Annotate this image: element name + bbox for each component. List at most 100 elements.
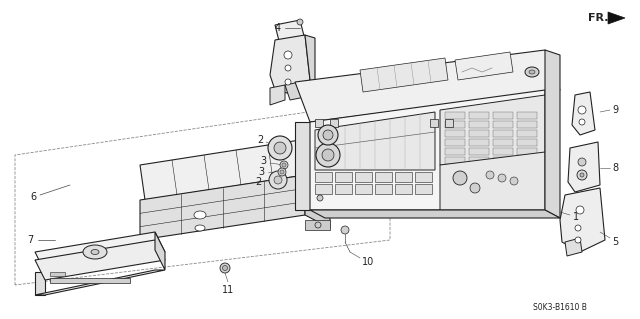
Ellipse shape [578,158,586,166]
Polygon shape [35,232,165,272]
Bar [375,184,392,194]
Polygon shape [565,238,582,256]
Bar [493,157,513,164]
Ellipse shape [578,106,586,114]
Ellipse shape [268,136,292,160]
Ellipse shape [510,177,518,185]
Bar [335,172,352,182]
Bar [335,184,352,194]
Text: S0K3-B1610 B: S0K3-B1610 B [533,303,587,313]
Ellipse shape [315,222,321,228]
Bar [517,157,537,164]
Ellipse shape [577,170,587,180]
Ellipse shape [285,79,291,85]
Ellipse shape [341,226,349,234]
Bar [517,121,537,128]
Ellipse shape [269,171,287,189]
Ellipse shape [223,265,227,271]
Text: 3: 3 [258,167,264,177]
Bar [493,121,513,128]
Ellipse shape [317,195,323,201]
Polygon shape [560,188,605,252]
Ellipse shape [274,176,282,184]
Bar [445,148,465,155]
Bar [430,119,438,127]
Bar [315,172,332,182]
Bar [445,119,453,127]
Bar [469,148,489,155]
Ellipse shape [529,70,535,74]
Text: 6: 6 [30,192,36,202]
Bar [517,112,537,119]
Ellipse shape [194,211,206,219]
Polygon shape [545,50,560,218]
Polygon shape [295,122,310,210]
Bar [375,172,392,182]
Bar [355,184,372,194]
Ellipse shape [470,183,480,193]
Bar [445,157,465,164]
Bar [315,184,332,194]
Bar [50,272,65,276]
Bar [395,184,412,194]
Ellipse shape [486,171,494,179]
Ellipse shape [297,19,303,25]
Ellipse shape [280,161,288,169]
Polygon shape [440,152,545,210]
Bar [493,112,513,119]
Ellipse shape [91,249,99,255]
Text: 8: 8 [612,163,618,173]
Bar [469,139,489,146]
Polygon shape [35,272,45,295]
Ellipse shape [323,130,333,140]
Ellipse shape [284,51,292,59]
Polygon shape [315,112,435,170]
Text: 11: 11 [222,285,234,295]
Bar [305,195,330,207]
Text: 9: 9 [612,105,618,115]
Bar [305,220,330,230]
Ellipse shape [220,263,230,273]
Bar [445,121,465,128]
Ellipse shape [580,173,584,177]
Bar [517,130,537,137]
Bar [517,148,537,155]
Bar [493,130,513,137]
Polygon shape [305,175,330,228]
Polygon shape [285,82,305,100]
Text: 7: 7 [27,235,33,245]
Polygon shape [360,58,448,92]
Polygon shape [305,140,330,190]
Ellipse shape [195,225,205,231]
Ellipse shape [322,149,334,161]
Bar [415,184,432,194]
Text: 4: 4 [275,23,281,33]
Polygon shape [295,50,560,122]
Ellipse shape [498,174,506,182]
Polygon shape [455,52,513,80]
Text: 2: 2 [255,177,261,187]
Polygon shape [35,270,165,295]
Text: 3: 3 [260,156,266,166]
Bar [445,130,465,137]
Bar [469,157,489,164]
Bar [330,119,338,127]
Polygon shape [270,35,310,95]
Ellipse shape [575,237,581,243]
Polygon shape [305,35,315,82]
Polygon shape [275,20,305,45]
Polygon shape [608,12,625,24]
Bar [50,278,130,283]
Ellipse shape [579,119,585,125]
Bar [517,139,537,146]
Bar [469,121,489,128]
Ellipse shape [83,245,107,259]
Ellipse shape [316,143,340,167]
Ellipse shape [285,65,291,71]
Polygon shape [310,210,560,218]
Bar [355,172,372,182]
Polygon shape [270,85,285,105]
Polygon shape [440,95,545,165]
Polygon shape [140,140,305,200]
Text: 5: 5 [612,237,618,247]
